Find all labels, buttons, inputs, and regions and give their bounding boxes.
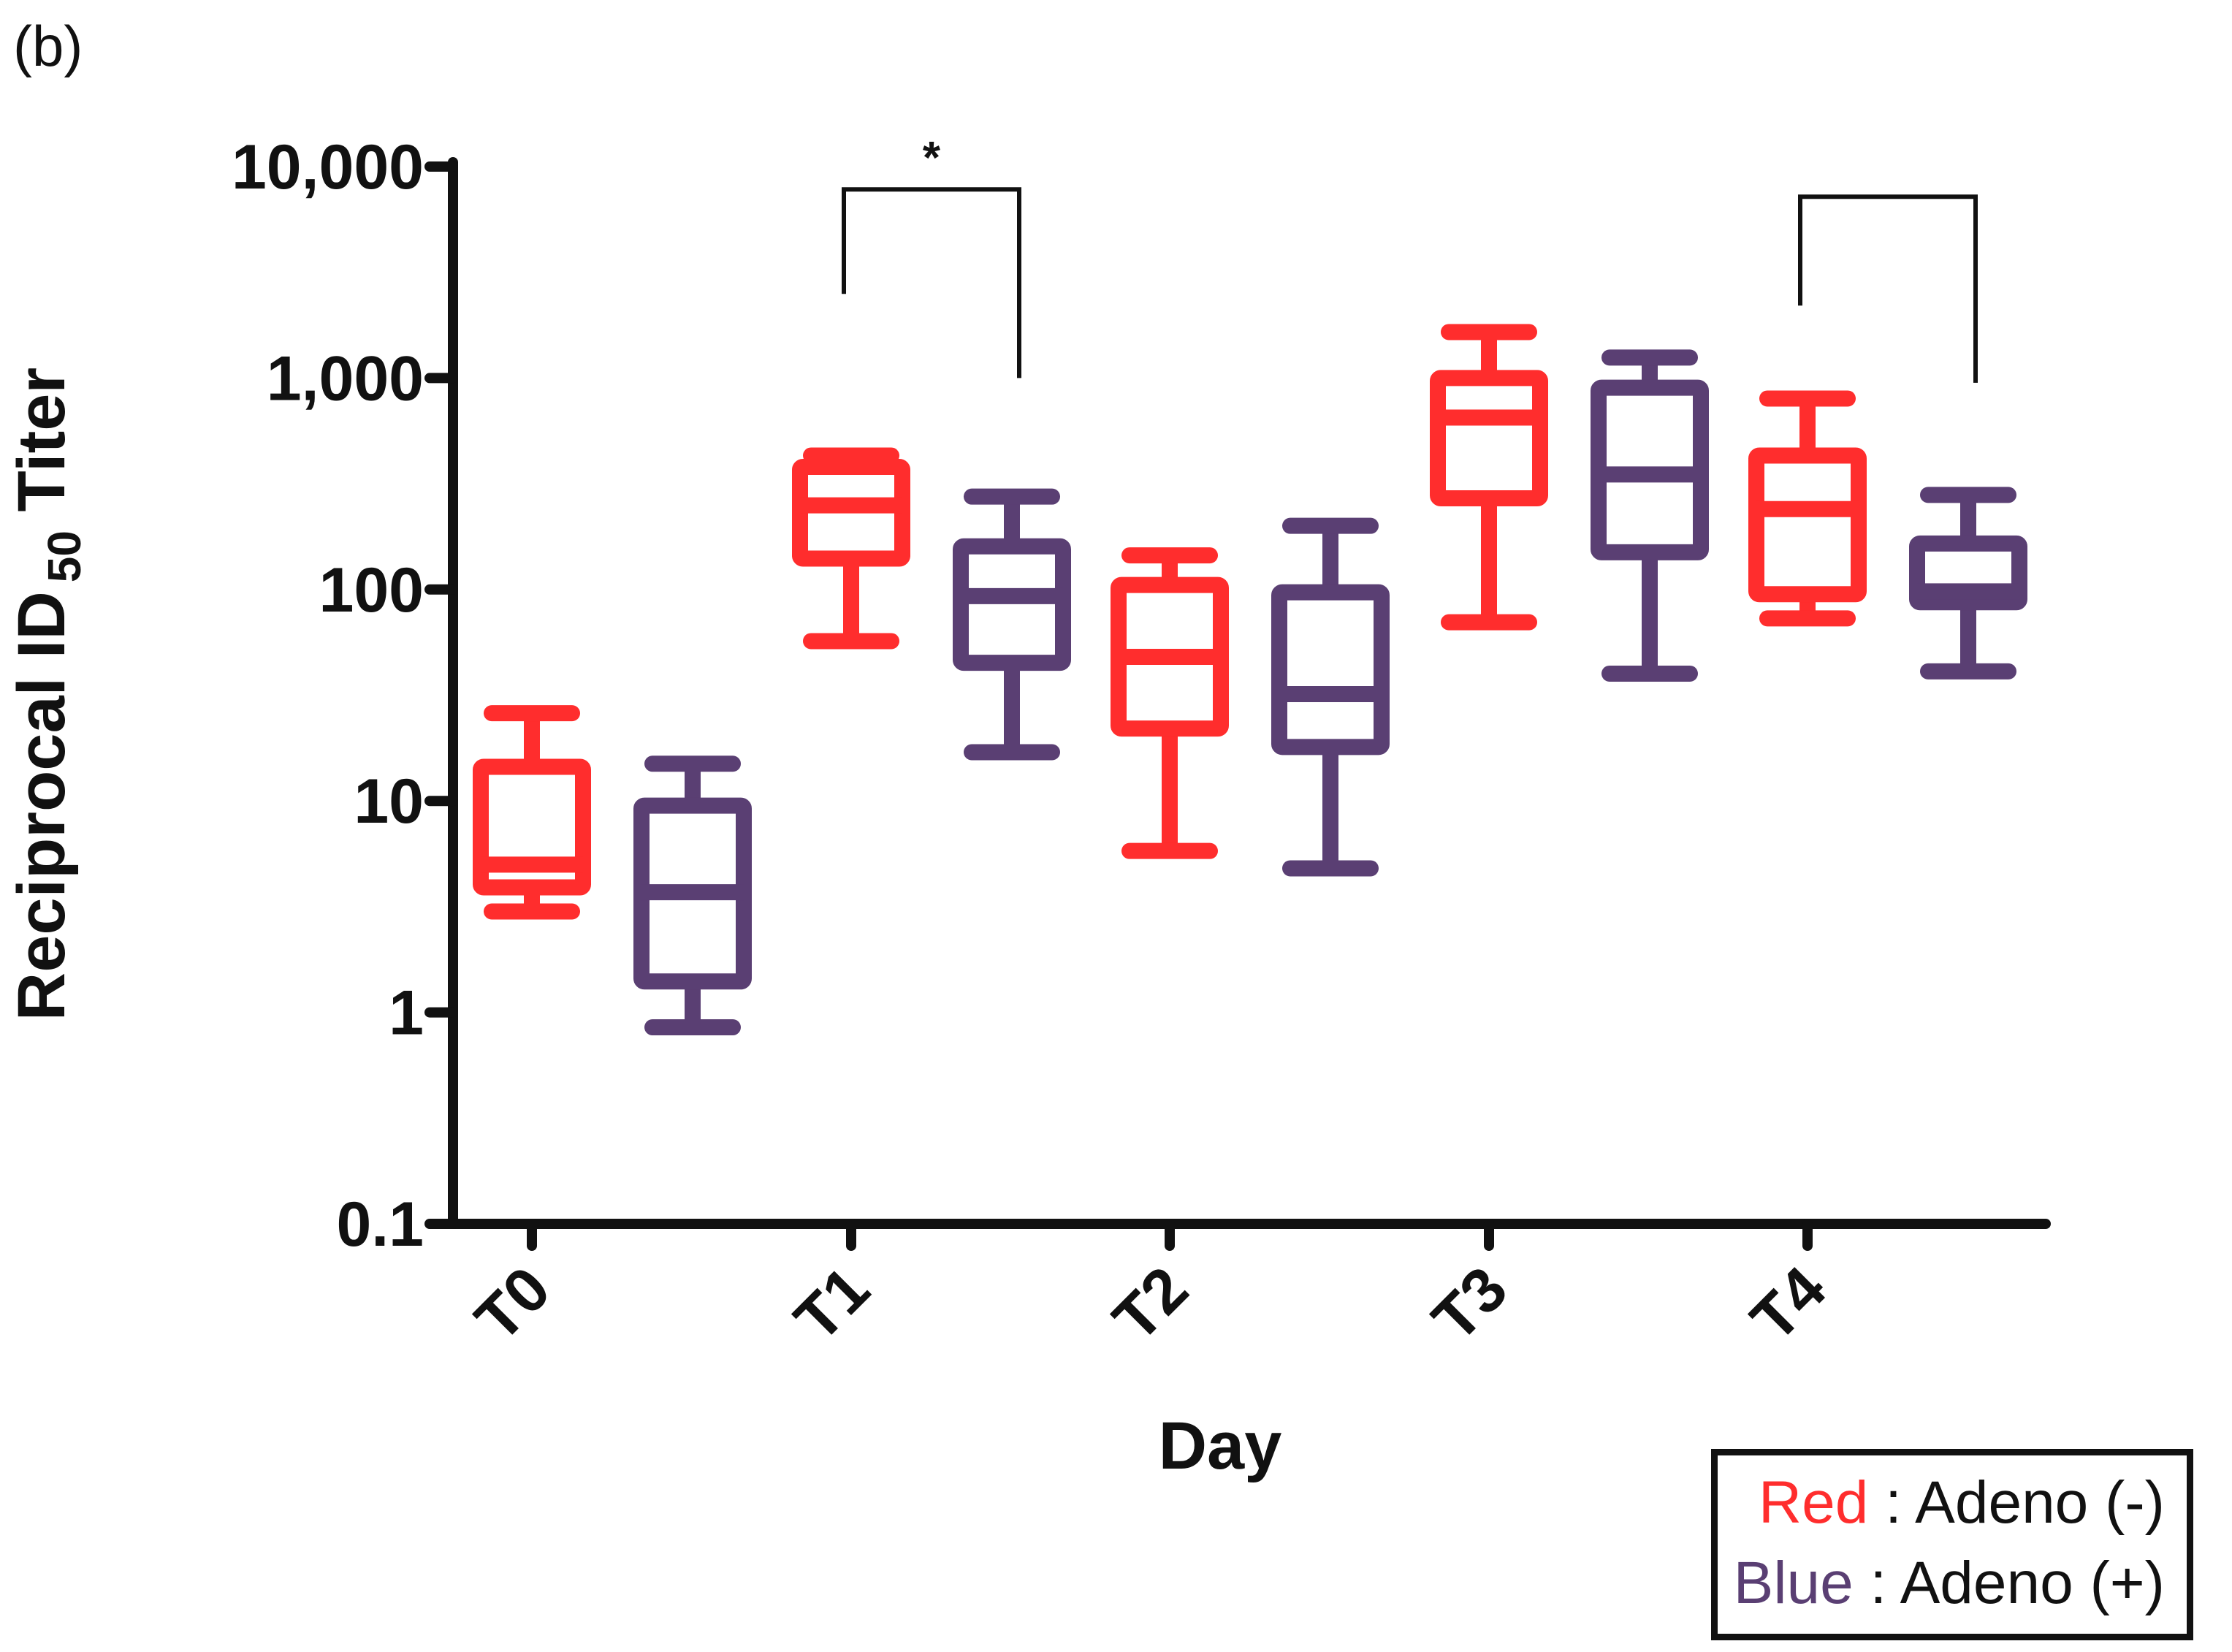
significance-brackets: * — [842, 133, 1978, 383]
y-tick-label: 10,000 — [232, 132, 424, 202]
legend-separator: : — [1853, 1550, 1900, 1616]
y-tick-label: 1 — [389, 978, 424, 1048]
legend-row-adeno-positive: Blue : Adeno (+) — [1734, 1549, 2165, 1618]
x-axis-label: Day — [1159, 1409, 1282, 1483]
x-tick-label: T1 — [782, 1254, 883, 1355]
y-tick-label: 0.1 — [336, 1189, 424, 1260]
x-tick-label: T2 — [1100, 1254, 1202, 1355]
bracket-line — [1798, 194, 1978, 383]
box-blue-T1 — [953, 488, 1071, 761]
box-red-T1 — [792, 447, 910, 650]
box-red-T2 — [1111, 547, 1229, 859]
box-red-T0 — [473, 705, 591, 920]
y-axis-label-main: Reciprocal ID — [4, 591, 79, 1021]
box-series — [473, 324, 2027, 1036]
x-tick-label: T0 — [462, 1254, 564, 1355]
y-tick-label: 1,000 — [267, 343, 424, 414]
box-blue-T0 — [633, 755, 752, 1036]
box-iqr — [1271, 584, 1390, 755]
y-axis-label-tail: Titer — [4, 368, 79, 530]
y-tick-label: 100 — [319, 555, 424, 625]
box-red-T4 — [1748, 390, 1867, 627]
significance-bracket-T1: * — [842, 133, 1021, 378]
y-axis-label: Reciprocal ID 50 Titer — [4, 368, 91, 1021]
box-red-T3 — [1430, 324, 1548, 631]
box-iqr — [953, 538, 1071, 671]
legend-text-adeno-positive: Adeno (+) — [1900, 1550, 2165, 1616]
axes: 0.1 1 10 100 1,000 10,000 T0 T1 T2 T3 T4 — [232, 132, 2051, 1355]
legend-color-red: Red — [1758, 1469, 1869, 1536]
box-blue-T3 — [1591, 349, 1709, 682]
significance-bracket-T4 — [1798, 194, 1978, 383]
box-blue-T2 — [1271, 517, 1390, 877]
box-iqr — [1748, 447, 1867, 603]
legend-color-blue: Blue — [1733, 1550, 1854, 1616]
panel-label: (b) — [13, 14, 83, 78]
box-blue-T4 — [1909, 487, 2027, 680]
x-tick-label: T4 — [1738, 1253, 1840, 1355]
legend-row-adeno-negative: Red : Adeno (-) — [1759, 1469, 2165, 1537]
legend-separator: : — [1868, 1469, 1916, 1536]
legend-text-adeno-negative: Adeno (-) — [1915, 1469, 2165, 1536]
legend: Red : Adeno (-) Blue : Adeno (+) — [1711, 1449, 2193, 1640]
significance-label: * — [923, 133, 941, 183]
y-axis-label-subscript: 50 — [38, 530, 91, 582]
x-tick-label: T3 — [1420, 1254, 1521, 1355]
bracket-line — [842, 187, 1021, 378]
y-tick-label: 10 — [354, 766, 424, 837]
box-iqr — [1430, 370, 1548, 506]
